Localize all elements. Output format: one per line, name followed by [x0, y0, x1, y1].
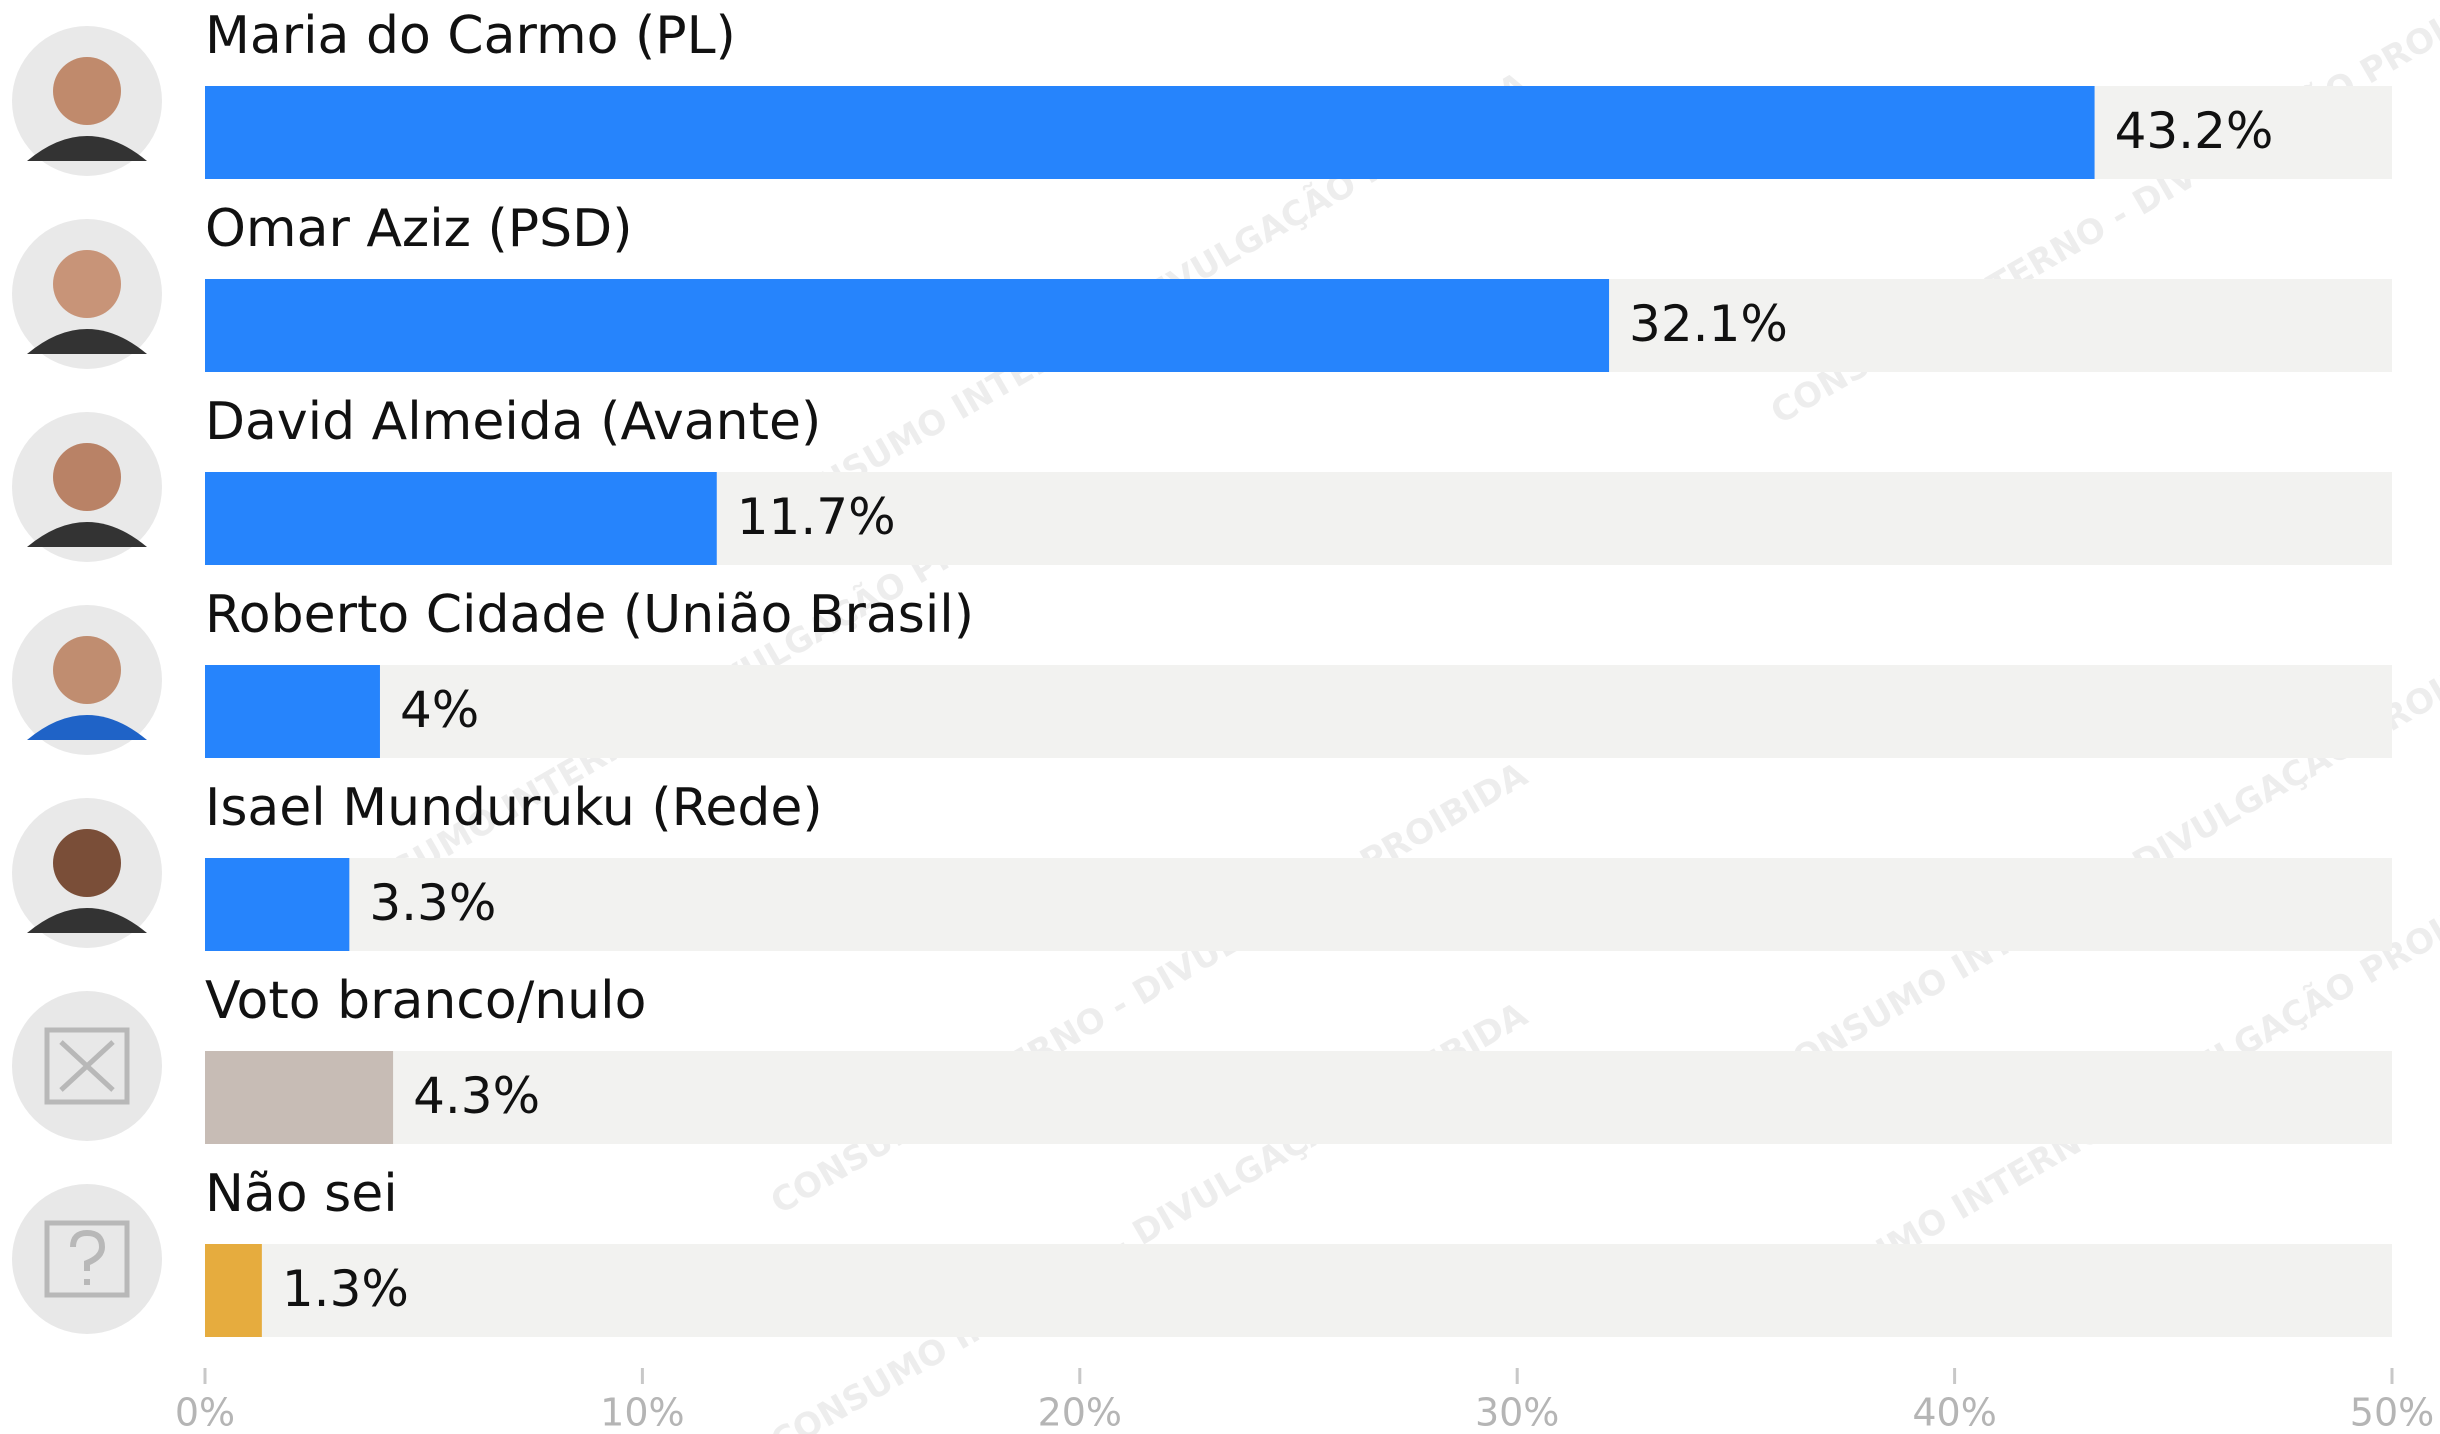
bar-track: [205, 665, 2392, 758]
x-tick-label: 40%: [1912, 1391, 1996, 1434]
bar-track: [205, 1051, 2392, 1144]
icon-bg: [12, 1184, 162, 1334]
category-label: Voto branco/nulo: [205, 971, 646, 1031]
x-tick-label: 0%: [175, 1391, 235, 1434]
avatar-face: [53, 57, 121, 125]
bar: [205, 86, 2095, 179]
bar-track: [205, 1244, 2392, 1337]
avatar-body: [27, 715, 147, 740]
icons: [12, 26, 162, 1334]
x-tick-label: 30%: [1475, 1391, 1559, 1434]
avatar-face: [53, 443, 121, 511]
avatar-body: [27, 522, 147, 547]
avatar-face: [53, 250, 121, 318]
bar: [205, 1051, 394, 1144]
value-label: 43.2%: [2115, 102, 2274, 160]
bar: [205, 472, 717, 565]
avatar-face: [53, 829, 121, 897]
x-tick-label: 10%: [600, 1391, 684, 1434]
category-label: Isael Munduruku (Rede): [205, 778, 823, 838]
x-tick-label: 50%: [2350, 1391, 2434, 1434]
value-label: 4%: [400, 681, 479, 739]
x-tick-label: 20%: [1038, 1391, 1122, 1434]
watermark: CONSUMO INTERNO - DIVULGAÇÃO PROIBIDA: [764, 754, 1535, 1223]
value-label: 1.3%: [282, 1260, 409, 1318]
category-label: Roberto Cidade (União Brasil): [205, 585, 974, 645]
value-label: 32.1%: [1629, 295, 1788, 353]
bar: [205, 858, 350, 951]
value-label: 4.3%: [413, 1067, 540, 1125]
value-label: 11.7%: [737, 488, 896, 546]
bar: [205, 1244, 262, 1337]
category-label: Não sei: [205, 1164, 398, 1224]
icon-question: [70, 1229, 106, 1285]
avatar-body: [27, 329, 147, 354]
category-label: Maria do Carmo (PL): [205, 6, 736, 66]
avatar-face: [53, 636, 121, 704]
category-label: Omar Aziz (PSD): [205, 199, 632, 259]
bar: [205, 279, 1610, 372]
bar-track: [205, 858, 2392, 951]
bar: [205, 665, 380, 758]
category-label: David Almeida (Avante): [205, 392, 821, 452]
icon-box: [44, 1027, 130, 1105]
avatar-body: [27, 136, 147, 161]
icon-box: [44, 1220, 130, 1298]
value-label: 3.3%: [369, 874, 496, 932]
avatar-body: [27, 908, 147, 933]
icon-x: [59, 1040, 115, 1092]
